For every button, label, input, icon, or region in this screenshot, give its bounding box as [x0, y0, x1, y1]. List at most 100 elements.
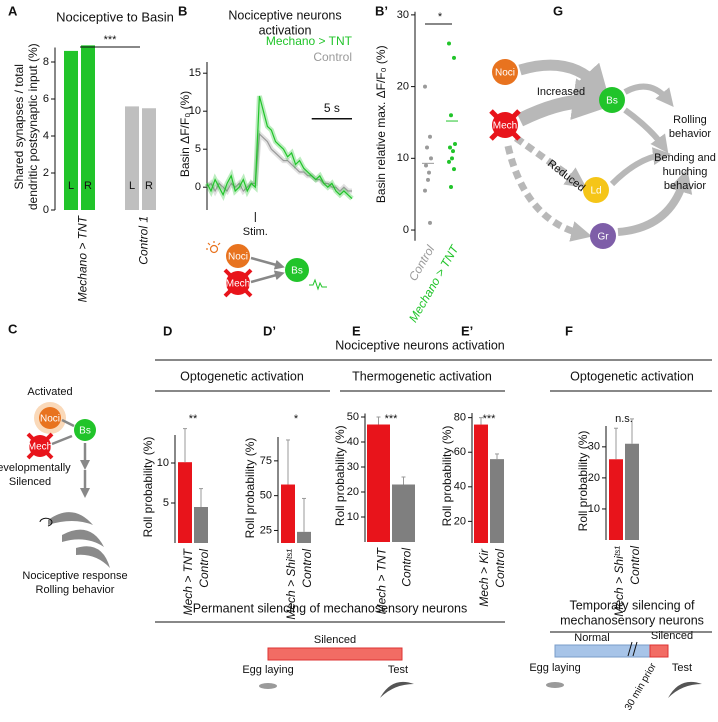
y-axis-label: Roll probability (%) [333, 425, 347, 526]
point [450, 156, 454, 161]
y-tick-label: 30 [347, 461, 359, 473]
significance: *** [483, 413, 497, 425]
stimulus-label: Stim. [243, 226, 268, 238]
arrow [51, 434, 73, 446]
line [206, 95, 353, 200]
bar [64, 50, 78, 211]
y-tick-label: 10 [588, 503, 600, 515]
bar [281, 484, 295, 543]
point [447, 41, 451, 46]
y-tick-label: 60 [454, 446, 466, 458]
b-inset: Noci Mech Bs [206, 241, 327, 298]
y-axis-label: dendritic postsynaptic input (%) [26, 43, 40, 210]
label: Reduced [545, 158, 587, 195]
bar [125, 106, 139, 210]
silenced-cross [489, 109, 521, 141]
arrow [250, 270, 285, 284]
y-tick-label: 20 [397, 81, 409, 93]
y-tick-label: 10 [157, 457, 169, 469]
node-label: Noci [228, 252, 248, 263]
x-tick-label: Control [493, 549, 507, 588]
x-tick-label: Mech > Shiᵗˢ¹ [612, 546, 626, 617]
c-diagram: Activated Noci Mech Bs Developmentally S… [0, 386, 128, 596]
x-tick-label: Mech > TNT [181, 547, 195, 615]
label: Increased [537, 86, 585, 98]
point [452, 167, 456, 172]
node [583, 177, 609, 203]
point [424, 163, 428, 168]
x-tick-label: Control [300, 549, 314, 588]
axis-break [627, 641, 638, 657]
y-tick-label: 5 [195, 143, 201, 155]
scale-bar-label: 5 s [324, 101, 340, 115]
point [451, 149, 455, 154]
arrow [250, 256, 285, 270]
point [429, 156, 433, 161]
label: Test [672, 662, 692, 674]
bar [297, 531, 311, 543]
y-tick-label: 10 [347, 511, 359, 523]
x-tick-label: Control [197, 549, 211, 588]
node-label: Gr [597, 232, 609, 243]
point [426, 177, 430, 182]
label: Normal [574, 632, 609, 644]
y-tick-label: 5 [163, 497, 169, 509]
egg [546, 682, 564, 688]
arrow [504, 145, 593, 242]
silenced-cross [223, 268, 253, 298]
line [206, 132, 352, 193]
y-tick-label: 0 [43, 204, 49, 216]
point [427, 170, 431, 175]
y-axis-label: Roll probability (%) [141, 437, 155, 538]
larva [668, 681, 702, 698]
y-tick-label: 6 [43, 93, 49, 105]
panel-label: F [565, 323, 573, 338]
y-axis-label: Basin relative max. ΔF/F₀ (%) [374, 45, 388, 203]
panel-label: D [163, 323, 172, 338]
larva [380, 681, 414, 698]
bar [490, 459, 504, 543]
bar [392, 484, 415, 542]
panel-label: A [8, 3, 18, 18]
g-diagram: Noci Mech Bs Ld Gr Increased Reduced Rol… [489, 59, 716, 249]
significance: ** [189, 413, 198, 425]
legend-label: Control [313, 50, 352, 64]
node-label: Mech [226, 279, 250, 290]
node [599, 87, 625, 113]
silenced-cross [26, 432, 54, 460]
bar [194, 507, 208, 543]
y-tick-label: 50 [260, 490, 272, 502]
y-tick-label: 30 [397, 9, 409, 21]
point [453, 141, 457, 146]
bar [367, 424, 390, 542]
label: Egg laying [242, 664, 293, 676]
point [447, 159, 451, 164]
y-tick-label: 20 [588, 472, 600, 484]
chart-title: Nociceptive neurons [228, 8, 341, 22]
y-axis-label: Basin ΔF/F₀ (%) [178, 91, 192, 177]
label: Silenced [9, 476, 51, 488]
arrow [516, 78, 615, 127]
x-tick-label: Control 1 [137, 216, 151, 265]
rotation-arrow [39, 517, 53, 527]
y-tick-label: 15 [189, 67, 201, 79]
timeline-title: Permanent silencing of mechanosensory ne… [193, 601, 467, 615]
y-tick-label: 20 [347, 486, 359, 498]
point [423, 84, 427, 89]
panel-label: D’ [263, 323, 276, 338]
y-tick-label: 75 [260, 455, 272, 467]
panel-label: E’ [461, 323, 473, 338]
y-axis-label: Roll probability (%) [576, 431, 590, 532]
label: Rolling behavior [36, 584, 115, 596]
x-tick-label: Mechano > TNT [76, 214, 90, 302]
node [492, 59, 518, 85]
x-tick-label: Mech > Kir [477, 548, 491, 607]
arrow [61, 418, 75, 428]
node [39, 407, 61, 429]
header: Nociceptive neurons activation [335, 338, 505, 352]
node-label: Ld [590, 186, 601, 197]
point [425, 145, 429, 150]
significance: n.s. [615, 413, 633, 425]
arrow [609, 147, 671, 187]
y-tick-label: 50 [347, 411, 359, 423]
